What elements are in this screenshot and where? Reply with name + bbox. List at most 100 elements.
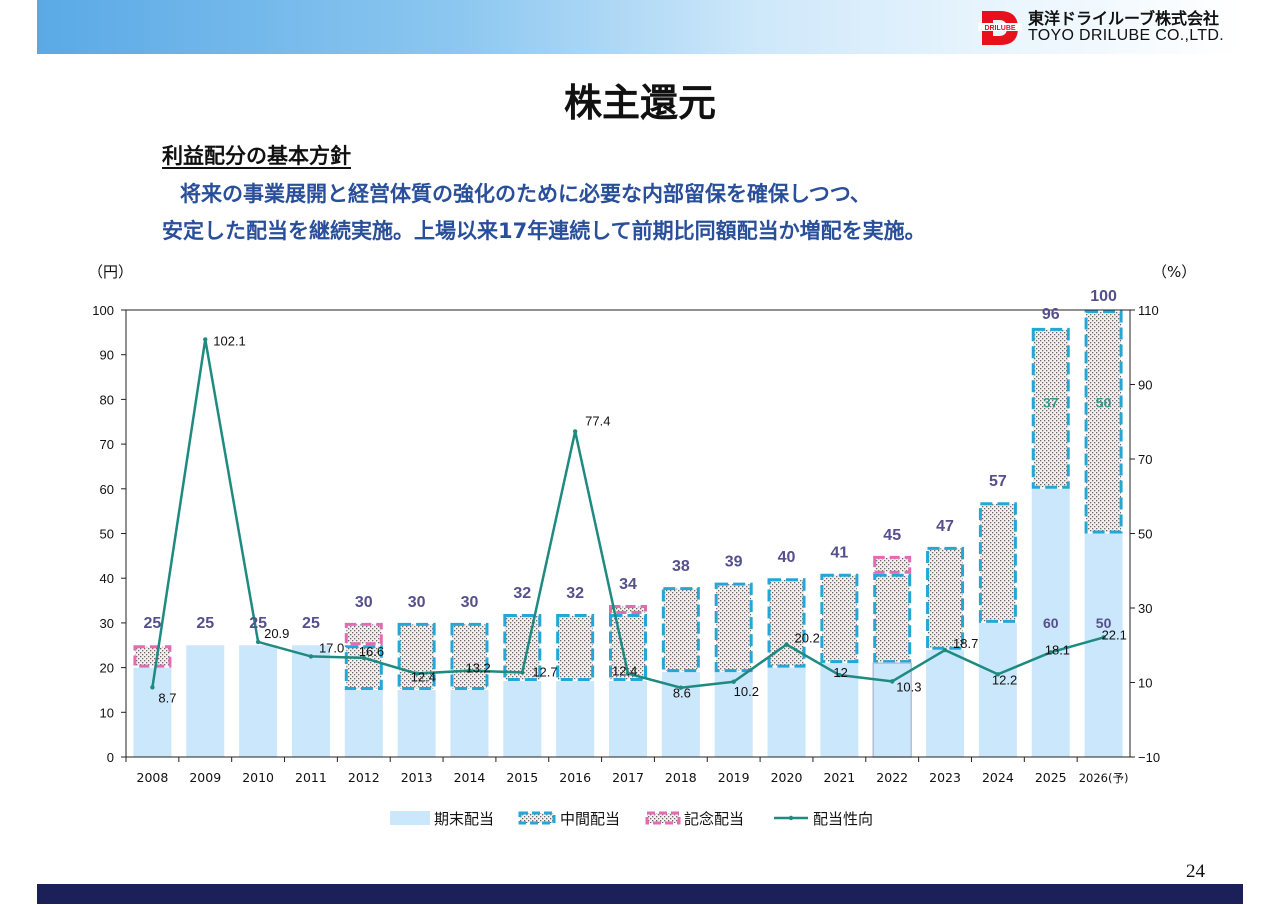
payout-ratio-point [678,685,684,690]
payout-ratio-point [150,685,155,690]
bar-final-dividend [503,681,542,757]
policy-text-line-2: 安定した配当を継続実施。上場以来17年連続して前期比同額配当か増配を実施。 [162,219,926,243]
right-tick-label: −10 [1138,750,1160,765]
payout-ratio-label: 77.4 [585,413,610,428]
interim-dividend-label: 37 [1043,394,1059,410]
payout-ratio-label: 18.7 [953,636,978,651]
payout-ratio-label: 12.2 [992,672,1017,687]
dividend-total-label: 57 [989,473,1007,490]
payout-ratio-point [255,639,261,645]
bar-interim-dividend [556,613,595,682]
bar-interim-dividend [397,622,436,690]
legend-label-interim: 中間配当 [560,810,620,828]
x-tick-label: 2019 [718,770,750,785]
left-tick-label: 70 [100,437,114,452]
dividend-total-label: 30 [408,594,426,611]
legend-label-payout: 配当性向 [813,810,873,828]
x-tick-label: 2025 [1035,770,1067,785]
payout-ratio-point [625,671,631,676]
left-tick-label: 40 [100,571,114,586]
svg-text:DRILUBE: DRILUBE [984,25,1015,32]
payout-ratio-point [890,679,895,684]
legend-label-final: 期末配当 [434,810,494,828]
page-number: 24 [1186,861,1205,882]
bar-final-dividend [397,689,436,757]
policy-heading: 利益配分の基本方針 [162,144,351,168]
payout-ratio-point [520,670,525,675]
bar-interim-dividend [926,546,965,650]
left-tick-label: 30 [100,616,114,631]
bar-final-dividend [873,663,912,757]
bar-final-dividend [344,689,383,757]
payout-ratio-label: 13.2 [465,661,490,676]
dividend-total-label: 40 [778,549,796,566]
interim-dividend-label: 50 [1096,394,1112,410]
bar-interim-dividend [344,645,383,690]
payout-ratio-label: 16.6 [359,644,384,659]
payout-ratio-label: 20.2 [795,631,820,646]
bar-final-dividend [450,689,489,757]
payout-ratio-point [203,337,208,342]
bar-final-dividend [714,672,753,757]
payout-ratio-label: 12.4 [612,664,637,679]
bar-final-dividend [239,645,278,757]
dividend-total-label: 41 [830,545,848,562]
legend-swatch-commemorative [645,811,681,825]
payout-ratio-point [995,672,1001,677]
left-tick-label: 60 [100,482,114,497]
payout-ratio-label: 20.9 [264,626,289,641]
bar-interim-dividend [820,573,859,664]
bar-final-dividend [926,649,965,757]
bar-interim-dividend [450,622,489,690]
dividend-total-label: 25 [144,615,162,632]
company-name-jp: 東洋ドライルーブ株式会社 [1028,9,1220,29]
payout-ratio-point [467,668,472,673]
bar-interim-dividend [714,582,753,673]
payout-ratio-point [731,679,736,684]
dividend-total-label: 25 [249,615,267,632]
x-tick-label: 2012 [348,770,380,785]
payout-ratio-point [942,647,948,653]
right-tick-label: 90 [1138,378,1152,393]
payout-ratio-point [414,671,419,676]
legend-swatch-payout-point [788,815,794,821]
payout-ratio-point [361,655,366,661]
payout-ratio-label: 12.7 [532,664,557,679]
payout-ratio-label: 12.4 [411,670,436,685]
bar-interim-dividend [661,587,700,673]
dividend-total-label: 38 [672,558,690,575]
dividend-total-label: 47 [936,518,954,535]
x-tick-label: 2022 [876,770,908,785]
dividend-total-label: 30 [355,594,373,611]
bar-final-dividend [820,663,859,757]
dividend-total-label: 45 [883,527,901,544]
payout-ratio-point [784,642,789,647]
x-tick-label: 2017 [612,770,644,785]
bar-interim-dividend [1031,327,1070,489]
right-tick-label: 70 [1138,452,1152,467]
payout-ratio-label: 18.1 [1045,642,1070,657]
left-tick-label: 0 [107,750,114,765]
final-dividend-label: 50 [1096,615,1112,631]
dividend-chart: 0 10 20 30 40 50 60 70 80 90 100 −10 10 30 50 70 90 110 （円… [88,263,1196,828]
payout-ratio-point [837,672,842,678]
x-tick-label: 2008 [137,770,169,785]
x-tick-label: 2015 [506,770,538,785]
payout-ratio-point [308,654,314,659]
bar-final-dividend [291,645,330,757]
payout-ratio-point [572,429,578,434]
payout-ratio-label: 102.1 [213,333,246,348]
dividend-total-label: 39 [725,554,743,571]
dividend-total-label: 25 [302,615,320,632]
x-tick-label: 2011 [295,770,327,785]
left-tick-label: 10 [100,705,114,720]
bar-interim-dividend [978,502,1017,623]
bar-final-dividend [978,622,1017,757]
payout-ratio-label: 10.2 [734,684,759,699]
x-tick-label: 2013 [401,770,433,785]
payout-ratio-label: 17.0 [319,640,344,655]
dividend-total-label: 32 [566,585,584,602]
bar-commemorative-dividend [133,645,172,668]
payout-ratio-label: 22.1 [1102,627,1127,642]
x-tick-label: 2016 [559,770,591,785]
